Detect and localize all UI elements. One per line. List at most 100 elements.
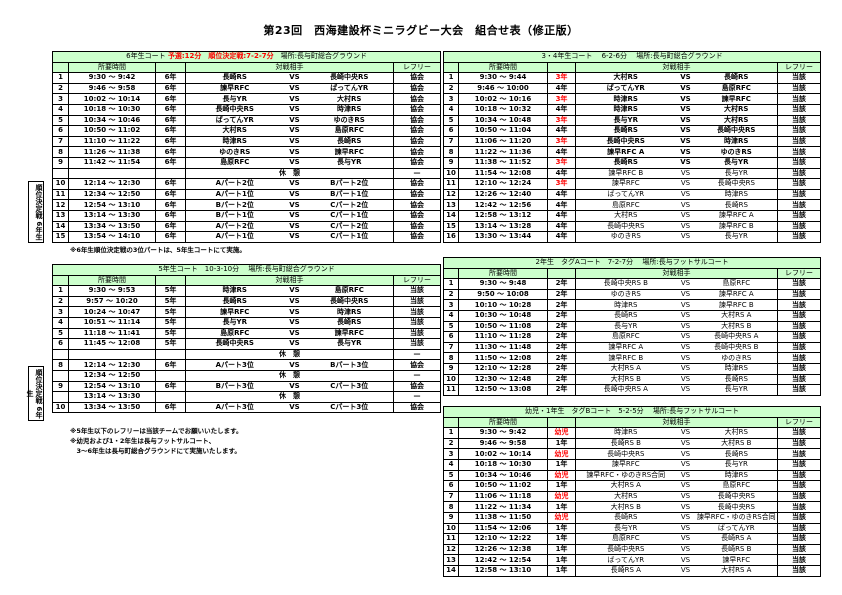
match-time: 13:34 ～ 13:50 bbox=[68, 220, 156, 233]
grade: 6年 bbox=[155, 72, 186, 84]
grade: 6年 bbox=[155, 114, 186, 127]
team-b: 長与YR bbox=[305, 156, 394, 169]
table-row: 5 10:50 ～ 11:08 2年 長与YR VS 大村RS B 当該 bbox=[443, 320, 822, 333]
grade: 6年 bbox=[155, 231, 186, 243]
referee: — bbox=[392, 348, 442, 361]
vs-label: VS bbox=[283, 82, 306, 95]
referee: 当該 bbox=[776, 188, 822, 201]
vs-label: VS bbox=[283, 380, 306, 393]
grade: 5年 bbox=[155, 295, 186, 308]
grade: 4年 bbox=[547, 103, 576, 116]
team-b: 長崎中央RS bbox=[305, 72, 394, 84]
header-grade bbox=[155, 274, 186, 287]
team-b: 島原RFC bbox=[695, 82, 778, 95]
vs-label: VS bbox=[675, 501, 696, 513]
header-time: 所要時間 bbox=[68, 61, 156, 74]
match-time: 11:50 ～ 12:08 bbox=[458, 352, 548, 364]
vs-label: VS bbox=[675, 156, 696, 169]
match-no: 10 bbox=[443, 167, 459, 180]
vs-label: VS bbox=[675, 384, 696, 396]
team-a: 諫早RFC bbox=[575, 458, 676, 471]
match-time: 12:10 ～ 12:22 bbox=[458, 533, 548, 545]
vs-label: VS bbox=[675, 146, 696, 158]
match-time: 10:02 ～ 10:14 bbox=[458, 448, 548, 460]
match-no: 15 bbox=[52, 231, 69, 243]
match-no: 3 bbox=[443, 299, 459, 311]
team-a: 島原RFC bbox=[575, 199, 676, 211]
grade: 6年 bbox=[155, 178, 186, 190]
header-time: 所要時間 bbox=[458, 267, 548, 280]
team-b: 大村RS bbox=[305, 93, 394, 105]
table-row: 4 10:18 ～ 10:30 1年 諫早RFC VS 長与YR 当該 bbox=[443, 458, 822, 471]
grade: 6年 bbox=[155, 103, 186, 116]
team-a: 大村RS B bbox=[575, 373, 676, 386]
table-row: 10 13:34 ～ 13:50 6年 Aパート3位 VS Cパート3位 協会 bbox=[52, 401, 442, 414]
team-a: 島原RFC bbox=[185, 156, 284, 169]
match-no: 6 bbox=[443, 480, 459, 492]
match-no: 6 bbox=[52, 338, 69, 350]
header-no bbox=[443, 267, 459, 280]
team-a: ゆのきRS bbox=[575, 231, 676, 243]
table-row: 9 12:54 ～ 13:10 6年 Bパート3位 VS Cパート3位 協会 bbox=[52, 380, 442, 393]
table-row: 15 13:14 ～ 13:28 4年 長崎中央RS VS 諫早RFC B 当該 bbox=[443, 220, 822, 233]
table-row: 10 12:14 ～ 12:30 6年 Aパート2位 VS Bパート2位 協会 bbox=[52, 178, 442, 190]
header-ref: レフリー bbox=[392, 274, 442, 287]
team-b: Bパート2位 bbox=[305, 178, 394, 190]
team-a: 長崎中央RS A bbox=[575, 384, 676, 396]
table-row: 10 11:54 ～ 12:08 4年 諫早RFC B VS 長与YR 当該 bbox=[443, 167, 822, 180]
grade: 6年 bbox=[155, 380, 186, 393]
header-row: 所要時間 対戦相手 レフリー bbox=[52, 274, 442, 287]
match-time: 11:06 ～ 11:20 bbox=[458, 135, 548, 148]
match-time: 11:54 ～ 12:08 bbox=[458, 167, 548, 180]
referee: 協会 bbox=[392, 220, 442, 233]
header-no bbox=[52, 61, 69, 74]
referee: — bbox=[392, 369, 442, 382]
court-title: 3・4年生コート 6-2-6分 場所:長与町総合グラウンド bbox=[442, 51, 822, 63]
referee: 当該 bbox=[776, 448, 822, 460]
referee: 協会 bbox=[392, 401, 442, 414]
team-b: 時津RS bbox=[695, 469, 778, 482]
team-b: ゆのきRS bbox=[305, 114, 394, 127]
referee: 協会 bbox=[392, 156, 442, 169]
referee: 当該 bbox=[776, 373, 822, 386]
break-label: 休 憩 bbox=[185, 167, 394, 180]
table-row: 1 9:30 ～ 9:44 3年 大村RS VS 長崎RS 当該 bbox=[443, 72, 822, 84]
grade: 幼児 bbox=[547, 511, 576, 524]
page-title: 第23回 西海建設杯ミニラグビー大会 組合せ表（修正版） bbox=[263, 24, 579, 37]
referee: 当該 bbox=[776, 533, 822, 545]
table-row: 7 11:06 ～ 11:18 幼児 大村RS VS 長崎中央RS 当該 bbox=[443, 490, 822, 503]
court-title-title-pre: 5年生コート 10-3-10分 場所:長与町総合グラウンド bbox=[158, 265, 335, 274]
referee: 協会 bbox=[392, 125, 442, 137]
match-no: 12 bbox=[443, 188, 459, 201]
grade: 4年 bbox=[547, 125, 576, 137]
table-row: 5 10:34 ～ 10:48 3年 長与YR VS 大村RS 当該 bbox=[443, 114, 822, 127]
vs-label: VS bbox=[675, 437, 696, 450]
grade: 1年 bbox=[547, 522, 576, 535]
table-row: 1 9:30 ～ 9:48 2年 長崎中央RS B VS 島原RFC 当該 bbox=[443, 278, 822, 290]
team-b: 諫早RFC A bbox=[695, 288, 778, 301]
team-b: Bパート3位 bbox=[305, 359, 394, 371]
referee: 当該 bbox=[776, 114, 822, 127]
vs-label: VS bbox=[283, 231, 306, 243]
table-row: 8 11:26 ～ 11:38 6年 ゆのきRS VS 諫早RFC 協会 bbox=[52, 146, 442, 158]
vs-label: VS bbox=[675, 178, 696, 190]
match-no: 13 bbox=[443, 554, 459, 566]
table-row: 3 10:02 ～ 10:16 3年 時津RS VS 諫早RFC 当該 bbox=[443, 93, 822, 105]
table-row: 3 10:10 ～ 10:28 2年 時津RS VS 諫早RFC B 当該 bbox=[443, 299, 822, 311]
vs-label: VS bbox=[675, 373, 696, 386]
table-row: 8 11:50 ～ 12:08 2年 諫早RFC B VS ゆのきRS 当該 bbox=[443, 352, 822, 364]
match-no: 5 bbox=[443, 320, 459, 333]
referee: 協会 bbox=[392, 209, 442, 222]
referee: 当該 bbox=[776, 288, 822, 301]
match-time: 9:30 ～ 9:53 bbox=[68, 285, 156, 297]
team-a: 大村RS A bbox=[575, 362, 676, 375]
vs-label: VS bbox=[283, 146, 306, 158]
referee: 協会 bbox=[392, 188, 442, 201]
match-no: 9 bbox=[443, 362, 459, 375]
referee: 当該 bbox=[776, 437, 822, 450]
referee: 当該 bbox=[776, 146, 822, 158]
referee: 当該 bbox=[776, 309, 822, 322]
table-row: 2 9:46 ～ 9:58 1年 長崎RS B VS 大村RS B 当該 bbox=[443, 437, 822, 450]
team-b: 長崎RS bbox=[695, 373, 778, 386]
match-time: 12:42 ～ 12:54 bbox=[458, 554, 548, 566]
